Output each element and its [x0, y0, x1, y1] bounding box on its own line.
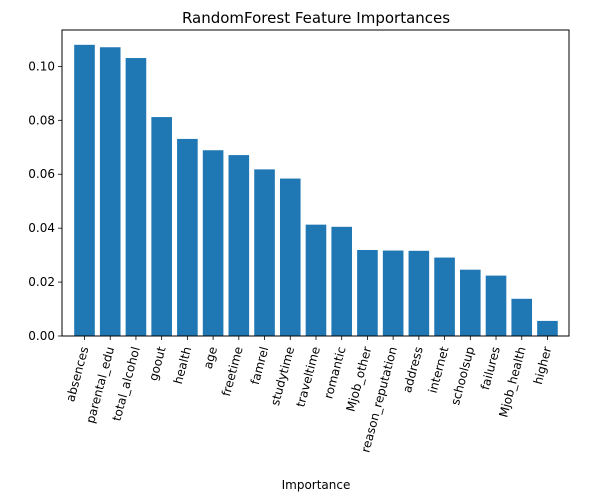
- bar-schoolsup: [460, 269, 481, 336]
- y-tick-label: 0.08: [28, 113, 55, 127]
- y-tick-label: 0.04: [28, 221, 55, 235]
- x-tick-label: health: [171, 345, 194, 385]
- bars-group: [74, 44, 558, 336]
- x-tick-label: traveltime: [293, 345, 323, 408]
- x-tick-label: address: [400, 345, 426, 394]
- bar-health: [177, 138, 198, 336]
- bar-mjob-health: [511, 298, 533, 336]
- x-tick-label: failures: [478, 345, 503, 391]
- bar-age: [202, 150, 224, 336]
- x-tick-label: higher: [531, 345, 554, 386]
- bar-parental-edu: [99, 47, 121, 336]
- y-axis: 0.00 0.02 0.04 0.06 0.08 0.10: [28, 59, 62, 343]
- x-tick-label: famrel: [248, 345, 272, 386]
- x-tick-label: goout: [146, 345, 169, 382]
- bar-traveltime: [305, 224, 327, 336]
- x-axis-label: Importance: [282, 478, 351, 492]
- y-tick-label: 0.06: [28, 167, 55, 181]
- bar-higher: [537, 320, 558, 336]
- x-tick-label: Mjob_health: [496, 345, 528, 419]
- bar-freetime: [228, 155, 250, 336]
- x-tick-label: age: [201, 345, 220, 370]
- x-tick-label: absences: [63, 345, 91, 403]
- bar-mjob-other: [357, 250, 378, 336]
- x-tick-label: Mjob_other: [344, 345, 375, 413]
- bar-studytime: [279, 178, 301, 336]
- x-tick-label: internet: [426, 345, 452, 395]
- x-tick-label: studytime: [268, 345, 297, 407]
- bar-famrel: [254, 169, 275, 336]
- chart-title: RandomForest Feature Importances: [182, 9, 450, 27]
- plot-frame: [61, 29, 570, 337]
- y-tick-label: 0.10: [28, 59, 55, 73]
- bar-failures: [485, 275, 507, 336]
- bar-address: [408, 250, 430, 336]
- bar-absences: [74, 44, 95, 336]
- bar-internet: [434, 257, 455, 336]
- y-tick-label: 0.00: [28, 329, 55, 343]
- bar-goout: [151, 117, 172, 336]
- bar-reason-reputation: [382, 250, 404, 336]
- y-tick-label: 0.02: [28, 275, 55, 289]
- bar-total-alcohol: [125, 58, 147, 336]
- bar-romantic: [331, 226, 352, 336]
- x-tick-label: freetime: [219, 345, 246, 398]
- x-tick-label: schoolsup: [448, 345, 477, 407]
- x-tick-label: romantic: [321, 345, 348, 400]
